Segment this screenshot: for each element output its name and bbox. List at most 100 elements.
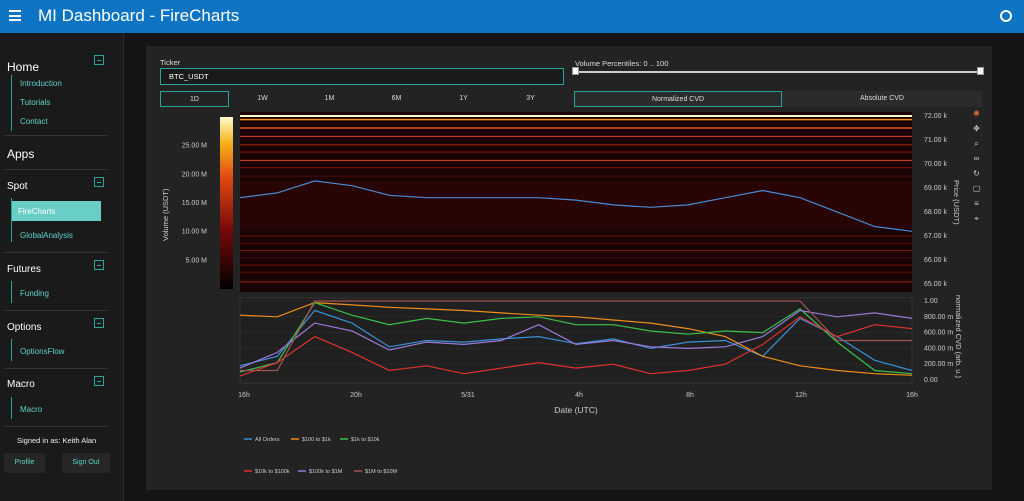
sidebar-section-futures: Futures [7, 264, 41, 275]
collapse-spot-toggle[interactable] [94, 177, 104, 187]
timeframe-3y[interactable]: 3Y [526, 95, 535, 102]
price-tick-label: 68.00 k [924, 209, 947, 216]
firecharts-plot[interactable]: 25.00 M 20.00 M 15.00 M 10.00 M 5.00 M Volum… [146, 46, 992, 490]
timeframe-1y[interactable]: 1Y [459, 95, 468, 102]
x-tick-label: 16h [906, 392, 918, 399]
x-tick-label: 12h [795, 392, 807, 399]
hover-icon[interactable]: ⌖ [974, 214, 979, 223]
zoom-icon[interactable]: ⌕ [974, 139, 979, 148]
legend-item[interactable]: $10k to $100k [255, 469, 290, 475]
slider-handle-max[interactable] [977, 67, 984, 75]
legend-item[interactable]: $1k to $10k [351, 437, 380, 443]
timeframe-1w[interactable]: 1W [257, 95, 268, 102]
heatmap-band [240, 167, 912, 169]
heatmap-band [240, 264, 912, 266]
tab-normalized-cvd[interactable]: Normalized CVD [574, 91, 782, 107]
cvd-y-tick-label: 600.00 m [924, 330, 953, 337]
sidebar-section-spot: Spot [7, 181, 28, 192]
x-axis-title: Date (UTC) [554, 405, 598, 415]
cvd-series-line [239, 309, 913, 372]
heatmap-band [240, 281, 912, 283]
heatmap-band [240, 175, 912, 177]
colorbar-tick-label: 20.00 M [182, 171, 207, 178]
menu-icon[interactable] [9, 10, 21, 21]
top-app-bar: MI Dashboard - FireCharts [0, 0, 1024, 33]
price-line [239, 180, 913, 232]
cvd-plot-background [239, 297, 913, 384]
legend-item[interactable]: $100k to $1M [309, 469, 343, 475]
sign-out-button[interactable]: Sign Out [62, 453, 110, 473]
reset-axes-icon[interactable]: ▢ [972, 184, 981, 193]
sidebar-section-macro: Macro [7, 379, 35, 390]
cvd-series-line [239, 301, 913, 376]
colorbar-title: Volume (USDT) [161, 188, 170, 241]
colorbar-tick-label: 10.00 M [182, 229, 207, 236]
sidebar-item-firecharts[interactable]: FireCharts [12, 201, 101, 221]
volume-percentiles-slider[interactable] [574, 71, 982, 73]
sidebar-item-tutorials[interactable]: Tutorials [20, 98, 51, 107]
sidebar-section-apps: Apps [7, 147, 35, 161]
nav-rail [11, 281, 12, 303]
cvd-y-tick-label: 200.00 m [924, 361, 953, 368]
price-tick-label: 71.00 k [924, 137, 947, 144]
sidebar-item-contact[interactable]: Contact [20, 117, 48, 126]
spike-lines-icon[interactable]: ≡ [974, 199, 979, 208]
cvd-y-tick-label: 1.00 [924, 298, 938, 305]
divider [4, 135, 108, 136]
volume-percentiles-label: Volume Percentiles: 0 .. 100 [575, 59, 669, 68]
legend-item[interactable]: $100 to $1k [302, 437, 331, 443]
price-tick-label: 65.00 k [924, 281, 947, 288]
lasso-icon[interactable]: ∞ [973, 154, 980, 163]
cvd-axis-title: normalized CVD (arb. u.) [954, 295, 963, 378]
autoscale-icon[interactable]: ↻ [973, 169, 980, 178]
x-tick-label: 16h [238, 392, 250, 399]
collapse-home-toggle[interactable] [94, 55, 104, 65]
sidebar-item-optionsflow[interactable]: OptionsFlow [20, 347, 65, 356]
x-tick-label: 8h [686, 392, 694, 399]
legend-item[interactable]: $1M to $10M [365, 469, 398, 475]
heatmap-band [240, 151, 912, 153]
timeframe-1m[interactable]: 1M [324, 95, 335, 102]
firecharts-panel: Ticker BTC_USDT Volume Percentiles: 0 ..… [146, 46, 992, 490]
price-tick-label: 70.00 k [924, 161, 947, 168]
heatmap-band [240, 235, 912, 237]
collapse-options-toggle[interactable] [94, 318, 104, 328]
collapse-macro-toggle[interactable] [94, 376, 104, 386]
sidebar: Home Introduction Tutorials Contact Apps… [0, 33, 124, 501]
timeframe-6m[interactable]: 6M [391, 95, 402, 102]
nav-rail [11, 198, 12, 242]
price-tick-label: 67.00 k [924, 233, 947, 240]
divider [4, 252, 108, 253]
nav-rail [11, 339, 12, 361]
divider [4, 169, 108, 170]
sidebar-item-macro[interactable]: Macro [20, 405, 43, 414]
divider [4, 426, 108, 427]
price-axis-title: Price (USDT) [952, 180, 961, 225]
signed-in-label: Signed in as: Keith Alan [17, 436, 97, 445]
heatmap-band [240, 250, 912, 252]
profile-button[interactable]: Profile [4, 453, 45, 473]
heatmap-band [240, 271, 912, 273]
divider [4, 368, 108, 369]
tab-absolute-cvd[interactable]: Absolute CVD [860, 95, 904, 102]
cvd-mode-tabs: Normalized CVD Absolute CVD [574, 91, 982, 107]
heatmap-band [240, 127, 912, 129]
plotly-logo-icon[interactable]: ✺ [973, 109, 980, 118]
cvd-y-tick-label: 400.00 m [924, 345, 953, 352]
pan-icon[interactable]: ✥ [973, 124, 980, 133]
collapse-futures-toggle[interactable] [94, 260, 104, 270]
account-icon[interactable] [1000, 10, 1012, 22]
legend-item[interactable]: All Orders [255, 437, 280, 443]
heatmap-band [240, 118, 912, 121]
slider-handle-min[interactable] [572, 67, 579, 75]
x-tick-label: 5/31 [461, 392, 475, 399]
price-tick-label: 69.00 k [924, 185, 947, 192]
cvd-series-line [240, 300, 912, 372]
timeframe-selector: 1D 1W 1M 6M 1Y 3Y [160, 91, 564, 107]
sidebar-item-introduction[interactable]: Introduction [20, 79, 62, 88]
sidebar-item-globalanalysis[interactable]: GlobalAnalysis [20, 231, 73, 240]
timeframe-1d[interactable]: 1D [160, 91, 229, 107]
sidebar-item-funding[interactable]: Funding [20, 289, 49, 298]
heatmap-band [240, 159, 912, 162]
ticker-input[interactable]: BTC_USDT [160, 68, 564, 85]
